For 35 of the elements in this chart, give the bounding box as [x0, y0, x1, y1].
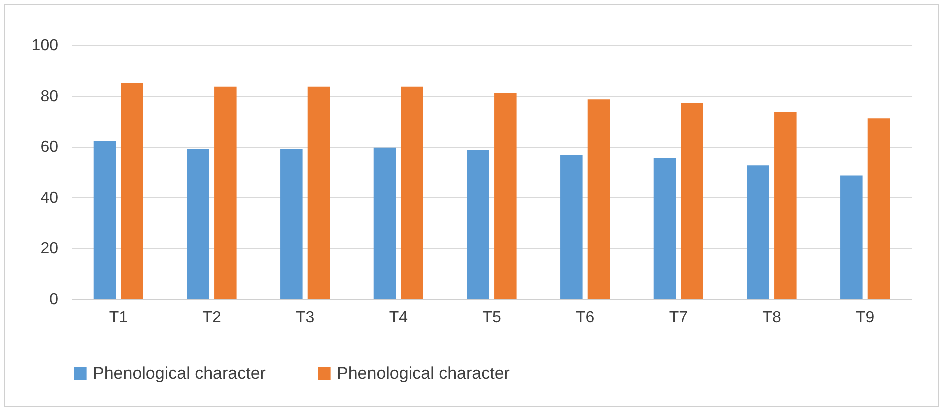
legend-label: Phenological character	[337, 364, 510, 383]
bar	[280, 149, 303, 299]
bar	[747, 166, 770, 299]
bar	[467, 150, 490, 299]
bar	[654, 158, 676, 299]
x-tick-label: T3	[296, 310, 315, 326]
x-tick-label: T7	[669, 310, 688, 326]
x-tick-label: T9	[856, 310, 875, 326]
bar	[774, 112, 797, 299]
bar	[868, 118, 890, 299]
y-tick-label: 20	[40, 240, 59, 258]
bar	[560, 155, 583, 299]
y-tick-label: 60	[40, 139, 59, 156]
y-tick-label: 100	[32, 38, 59, 54]
bar	[681, 103, 704, 299]
legend-label: Phenological character	[93, 364, 266, 383]
bar	[308, 86, 330, 299]
bar	[401, 86, 424, 299]
bar	[94, 142, 116, 299]
bar	[187, 149, 210, 299]
bar	[374, 148, 396, 299]
bar	[121, 83, 144, 299]
x-tick-label: T8	[762, 310, 782, 326]
bar	[840, 176, 863, 299]
x-tick-label: T4	[389, 310, 408, 326]
y-tick-label: 80	[40, 88, 59, 106]
bar	[588, 100, 610, 299]
y-tick-label: 0	[50, 292, 59, 308]
x-tick-label: T5	[482, 310, 502, 326]
y-tick-label: 40	[40, 190, 59, 207]
bar	[494, 93, 517, 299]
x-tick-label: T6	[576, 310, 595, 326]
x-tick-label: T1	[109, 310, 128, 326]
bar	[214, 86, 237, 299]
x-tick-label: T2	[202, 310, 222, 326]
